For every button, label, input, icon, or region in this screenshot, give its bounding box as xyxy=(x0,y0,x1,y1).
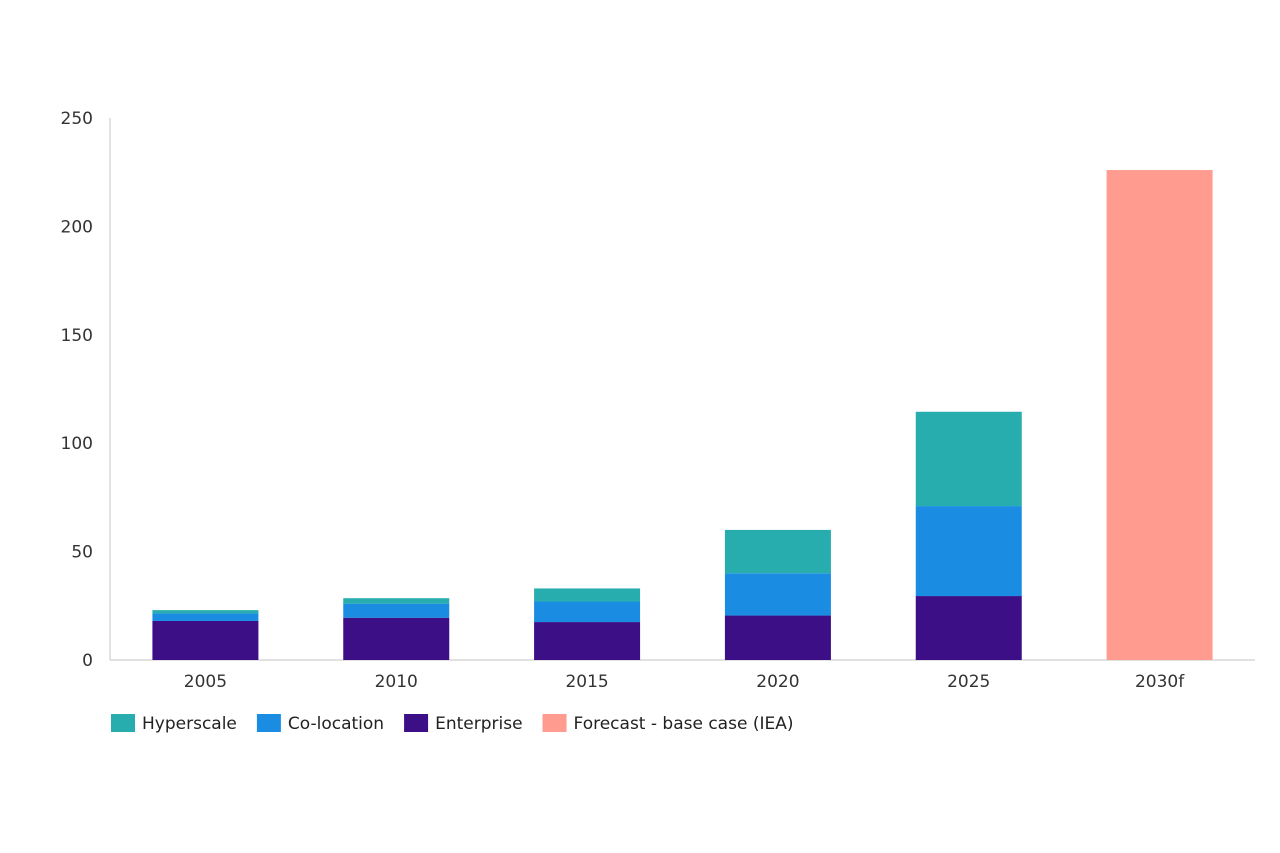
y-tick-label: 50 xyxy=(71,543,93,563)
bar-enterprise-2005 xyxy=(152,620,259,660)
y-tick-label: 250 xyxy=(61,109,93,129)
x-tick-label: 2020 xyxy=(756,672,799,692)
bar-co-location-2020 xyxy=(724,573,831,616)
legend-label: Enterprise xyxy=(435,714,522,734)
legend-swatch xyxy=(404,714,429,732)
legend-swatch xyxy=(256,714,281,732)
bar-hyperscale-2015 xyxy=(534,588,641,602)
y-tick-label: 200 xyxy=(61,217,93,237)
legend-swatch xyxy=(111,714,135,732)
bar-co-location-2010 xyxy=(343,603,450,618)
legend-label: Hyperscale xyxy=(142,714,237,734)
legend-swatch xyxy=(542,714,567,732)
legend: Hyperscale Co-location Enterprise Forecast … xyxy=(111,714,793,734)
bar-hyperscale-2025 xyxy=(915,411,1022,507)
bar-hyperscale-2020 xyxy=(724,529,831,574)
x-tick-label: 2030f xyxy=(1135,672,1185,692)
bar-hyperscale-2010 xyxy=(343,598,450,604)
x-axis: 2005 2010 2015 2020 2025 2030f xyxy=(110,659,1255,692)
bar-hyperscale-2005 xyxy=(152,610,259,614)
bar-co-location-2015 xyxy=(534,601,641,623)
bar-forecast-base-case-iea-2030f xyxy=(1106,170,1213,661)
bar-enterprise-2010 xyxy=(343,617,450,660)
bar-co-location-2005 xyxy=(152,613,259,621)
legend-label: Forecast - base case (IEA) xyxy=(574,714,794,734)
y-tick-label: 100 xyxy=(61,434,93,454)
y-axis: 0 50 100 150 200 250 xyxy=(61,109,111,671)
x-tick-label: 2005 xyxy=(184,672,227,692)
bar-co-location-2025 xyxy=(915,506,1022,597)
legend-label: Co-location xyxy=(288,714,384,734)
x-tick-label: 2015 xyxy=(565,672,608,692)
y-tick-label: 150 xyxy=(61,326,93,346)
y-tick-label: 0 xyxy=(82,651,93,671)
x-tick-label: 2025 xyxy=(947,672,990,692)
bar-enterprise-2020 xyxy=(724,615,831,660)
bars xyxy=(152,170,1213,661)
bar-enterprise-2015 xyxy=(534,622,641,660)
x-tick-label: 2010 xyxy=(375,672,418,692)
bar-enterprise-2025 xyxy=(915,596,1022,660)
